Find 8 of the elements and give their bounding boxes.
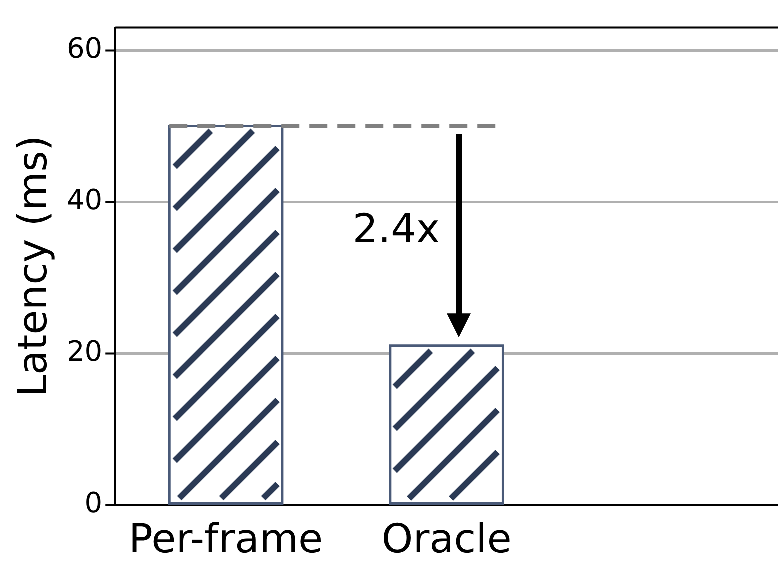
annotation: 2.4x xyxy=(352,206,440,253)
y-axis-title: Latency (ms) xyxy=(10,135,56,398)
y-tick-label: 20 xyxy=(66,334,103,368)
y-tick-label: 60 xyxy=(66,32,103,65)
y-tick-label: 40 xyxy=(66,183,103,216)
x-tick-label: Per-frame xyxy=(128,516,324,562)
x-tick-label: Oracle xyxy=(382,516,512,562)
y-tick-label: 0 xyxy=(84,486,103,520)
